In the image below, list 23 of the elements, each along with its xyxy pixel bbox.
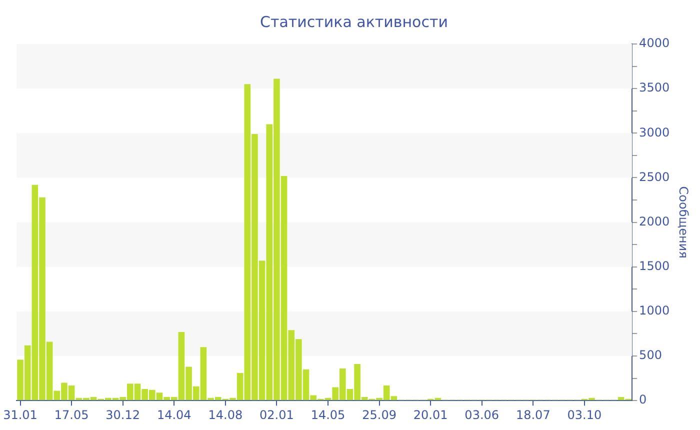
x-tick-label: 14.04 bbox=[156, 408, 192, 422]
x-tick-label: 31.01 bbox=[3, 408, 38, 422]
x-tick-label: 17.05 bbox=[54, 408, 89, 422]
y-tick-label: 2000 bbox=[639, 214, 670, 228]
y-tick-label: 3500 bbox=[639, 80, 670, 95]
chart-title: Статистика активности bbox=[260, 12, 448, 31]
x-tick-label: 25.09 bbox=[362, 408, 396, 422]
y-tick-label: 2500 bbox=[639, 170, 670, 184]
x-tick-label: 03.06 bbox=[464, 408, 500, 422]
y-tick-label: 3000 bbox=[639, 125, 670, 140]
x-tick-label: 30.12 bbox=[106, 408, 140, 422]
y-tick-label: 1500 bbox=[639, 259, 670, 273]
y-tick-label: 500 bbox=[639, 348, 662, 362]
x-tick-label: 02.01 bbox=[260, 408, 294, 422]
y-tick-label: 0 bbox=[639, 392, 647, 407]
x-tick-label: 20.01 bbox=[413, 408, 448, 422]
y-tick-label: 1000 bbox=[639, 304, 670, 318]
x-tick-label: 14.05 bbox=[310, 408, 346, 422]
x-tick-label: 14.08 bbox=[208, 408, 243, 422]
y-axis-title: Сообщения bbox=[676, 186, 691, 258]
y-tick-label: 4000 bbox=[639, 36, 670, 50]
x-tick-label: 18.07 bbox=[516, 408, 550, 422]
x-tick-label: 03.10 bbox=[567, 408, 602, 422]
